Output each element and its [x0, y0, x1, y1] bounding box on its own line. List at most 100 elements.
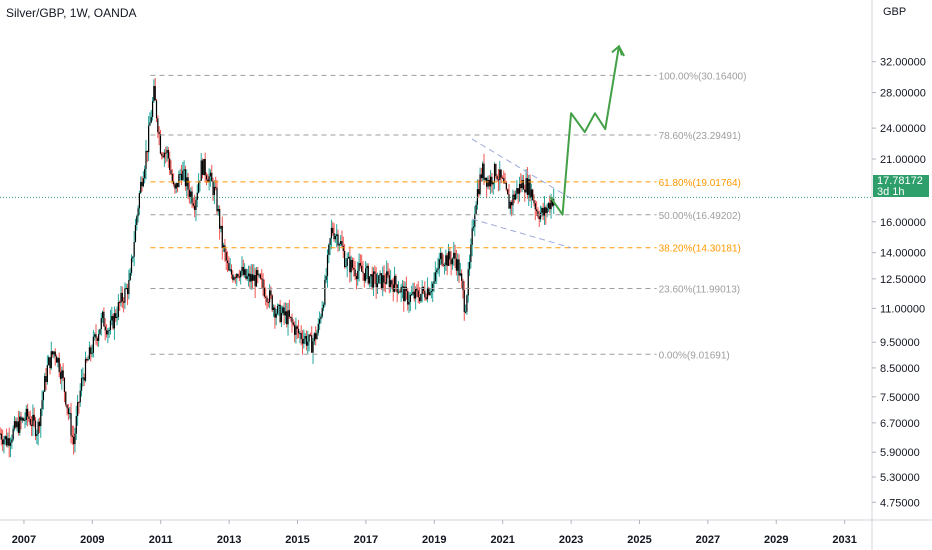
candle-down	[511, 202, 513, 206]
drawing-overlays[interactable]	[0, 44, 872, 249]
y-tick-label: 32.00000	[880, 57, 926, 69]
candle-up	[163, 152, 166, 158]
candle-up	[253, 275, 255, 281]
candle-down	[33, 414, 35, 421]
candle-up	[57, 358, 59, 363]
candle-up	[547, 203, 550, 208]
candle-down	[62, 370, 64, 378]
candle-up	[336, 234, 338, 236]
candle-up	[546, 207, 548, 213]
candle-up	[437, 268, 439, 271]
y-tick-label: 28.00000	[880, 88, 926, 100]
candle-up	[345, 265, 347, 267]
candle-up	[16, 421, 18, 428]
candle-down	[78, 402, 80, 404]
candle-up	[24, 420, 26, 422]
candle-down	[520, 183, 522, 189]
candle-up	[79, 390, 81, 403]
candle-down	[505, 182, 507, 190]
fib-level-label: 100.00%(30.16400)	[659, 71, 747, 82]
candle-down	[449, 251, 451, 260]
candle-up	[543, 207, 546, 216]
candle-down	[463, 290, 465, 313]
candle-up	[9, 442, 12, 446]
candle-down	[286, 311, 288, 325]
candle-up	[91, 352, 93, 354]
candle-up	[390, 280, 392, 288]
candle-up	[539, 212, 542, 220]
candle-up	[272, 307, 275, 310]
candle-down	[157, 118, 159, 133]
x-tick-label: 2031	[832, 534, 856, 546]
candle-down	[461, 273, 463, 281]
candle-down	[155, 100, 158, 119]
candle-down	[245, 269, 247, 279]
candle-down	[354, 269, 356, 277]
candle-up	[37, 421, 39, 435]
fib-level-label: 50.00%(16.49202)	[659, 211, 741, 222]
candle-up	[372, 271, 375, 288]
candle-up	[365, 268, 367, 281]
candle-up	[153, 86, 155, 102]
candle-up	[149, 122, 151, 126]
candle-up	[393, 275, 396, 292]
candle-down	[532, 189, 534, 201]
candle-down	[536, 209, 538, 212]
candle-up	[217, 209, 219, 212]
candle-up	[276, 305, 279, 314]
projection-arrowhead	[611, 44, 623, 56]
candle-up	[321, 308, 323, 317]
candle-down	[225, 252, 227, 261]
candle-down	[237, 274, 239, 277]
candle-down	[418, 297, 421, 302]
candle-down	[333, 233, 335, 240]
candle-down	[173, 181, 175, 185]
candle-up	[138, 193, 141, 209]
candle-down	[549, 203, 551, 210]
candle-down	[8, 438, 10, 446]
candle-down	[205, 175, 208, 180]
candle-up	[299, 333, 301, 335]
candle-up	[113, 313, 116, 329]
candle-down	[28, 416, 30, 420]
candle-up	[447, 251, 450, 266]
candle-down	[174, 184, 176, 189]
candle-up	[346, 258, 348, 266]
candle-up	[324, 279, 326, 305]
candle-up	[518, 183, 521, 194]
candle-down	[45, 376, 47, 383]
candle-down	[341, 241, 343, 246]
fibonacci-retracement[interactable]: 100.00%(30.16400) 78.60%(23.29491) 61.80%(…	[150, 71, 746, 361]
candle-up	[457, 259, 459, 271]
candle-up	[433, 281, 435, 284]
candle-up	[136, 216, 138, 225]
candle-up	[111, 315, 113, 321]
candle-down	[363, 273, 365, 281]
candle-down	[141, 181, 143, 187]
candle-up	[48, 357, 50, 366]
candle-down	[279, 304, 281, 323]
candle-down	[95, 334, 97, 339]
candle-up	[80, 377, 83, 391]
candle-up	[316, 332, 318, 340]
candle-down	[184, 169, 187, 187]
candle-down	[71, 435, 73, 437]
channel-line	[471, 218, 572, 249]
candle-up	[69, 413, 71, 415]
candle-up	[400, 287, 402, 293]
candle-up	[75, 416, 77, 434]
x-tick-label: 2015	[285, 534, 309, 546]
candle-down	[5, 436, 8, 446]
candle-down	[305, 335, 308, 346]
candle-down	[55, 356, 58, 363]
candle-up	[479, 174, 481, 195]
candle-down	[86, 359, 88, 361]
candle-up	[541, 207, 543, 213]
candle-up	[183, 169, 185, 171]
candle-down	[416, 288, 418, 291]
candle-down	[496, 176, 498, 180]
candle-down	[501, 177, 504, 179]
candle-up	[317, 323, 319, 333]
candle-up	[13, 421, 16, 429]
